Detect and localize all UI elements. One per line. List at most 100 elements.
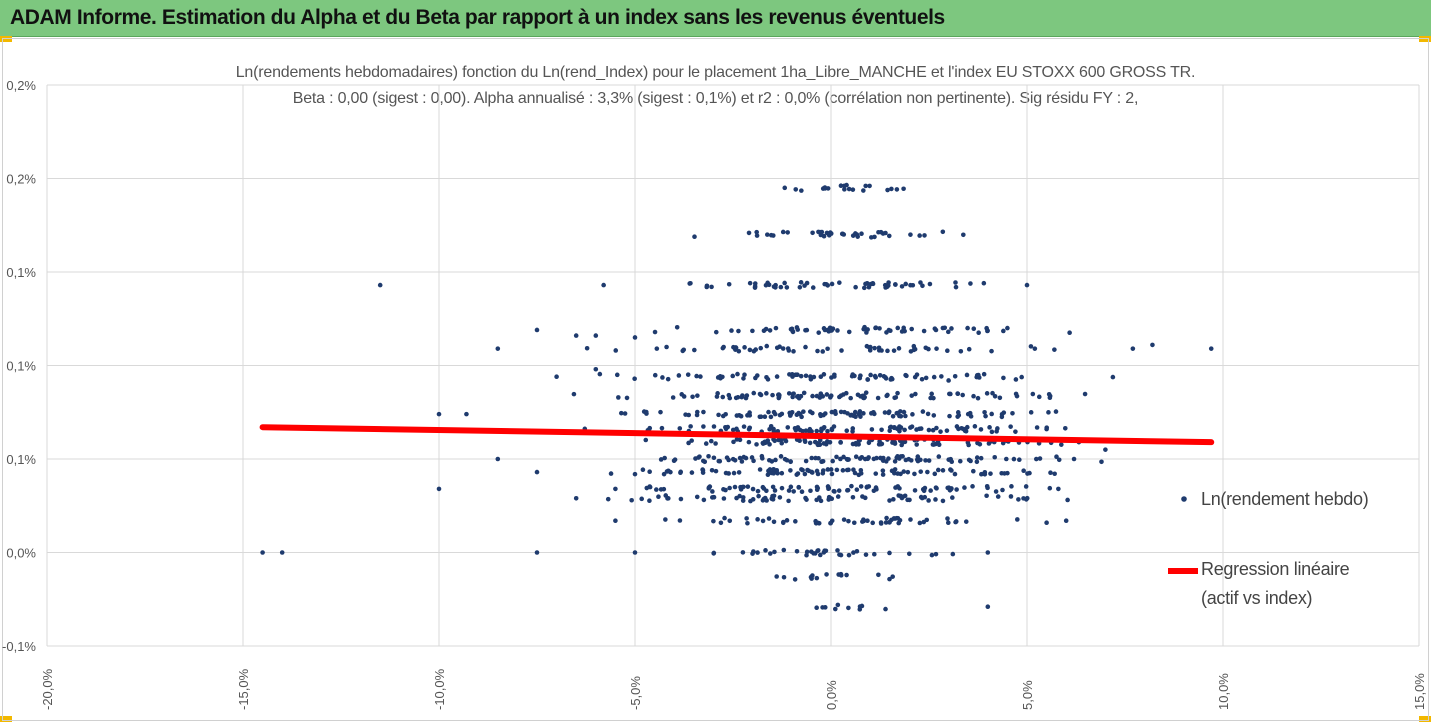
x-axis-labels: -20,0% -15,0% -10,0% -5,0% 0,0% 5,0% 10,0% 15,0…	[40, 668, 1427, 710]
data-point	[808, 488, 813, 494]
data-point	[966, 346, 972, 352]
y-tick-label: 0,2%	[6, 172, 36, 187]
data-point	[966, 457, 972, 463]
data-point	[788, 459, 793, 464]
data-point	[709, 284, 714, 290]
data-point	[688, 424, 693, 429]
data-point	[888, 377, 894, 382]
data-point	[851, 550, 856, 555]
data-point	[845, 457, 850, 463]
data-point	[632, 471, 638, 477]
data-point	[715, 391, 720, 396]
data-point	[912, 488, 918, 493]
data-point	[819, 229, 825, 235]
data-point	[767, 442, 772, 447]
data-point	[926, 498, 931, 503]
data-point	[846, 552, 852, 558]
data-point	[534, 550, 540, 555]
data-point	[730, 373, 736, 379]
data-point	[932, 471, 938, 477]
data-point	[858, 484, 864, 489]
data-point	[995, 494, 1001, 499]
data-point	[740, 550, 746, 555]
data-point	[913, 391, 918, 397]
data-point	[844, 467, 850, 473]
legend-label-returns: Ln(rendement hebdo)	[1201, 489, 1369, 509]
data-point	[950, 551, 956, 557]
data-point	[662, 455, 667, 461]
data-point	[1034, 425, 1040, 430]
data-point	[697, 454, 702, 459]
data-point	[1033, 456, 1039, 462]
data-point	[835, 494, 841, 499]
data-point	[1009, 484, 1014, 489]
data-point	[895, 471, 901, 476]
data-point	[765, 377, 771, 382]
data-point	[948, 391, 953, 397]
data-point	[747, 347, 753, 353]
data-point	[694, 412, 700, 418]
data-point	[860, 494, 865, 499]
data-point	[832, 489, 837, 494]
data-point	[894, 455, 900, 460]
data-point	[781, 547, 787, 553]
data-point	[647, 484, 653, 490]
data-point	[771, 467, 776, 472]
data-point	[777, 392, 782, 398]
data-point	[895, 325, 901, 331]
corner-marker	[1419, 716, 1431, 722]
data-point	[605, 496, 611, 502]
data-point	[1037, 456, 1043, 461]
data-point	[716, 458, 722, 464]
data-point	[753, 347, 759, 352]
data-point	[801, 390, 807, 396]
data-point	[846, 518, 851, 524]
chart-frame	[2, 38, 1429, 721]
data-point	[700, 470, 706, 475]
data-point	[821, 372, 827, 377]
data-point	[954, 487, 959, 492]
data-point	[780, 520, 786, 526]
data-point	[1021, 468, 1026, 474]
data-point	[865, 518, 870, 524]
data-point	[1103, 447, 1108, 452]
data-point	[767, 467, 773, 472]
data-point	[968, 281, 973, 286]
data-point	[710, 489, 715, 494]
data-point	[1011, 456, 1017, 462]
data-point	[770, 392, 775, 398]
data-point	[922, 485, 928, 491]
data-point	[812, 551, 818, 556]
data-point	[917, 233, 922, 238]
data-point	[908, 232, 913, 237]
data-point	[835, 328, 840, 333]
data-point	[593, 333, 599, 338]
data-point	[746, 230, 752, 236]
data-point	[740, 495, 746, 500]
data-point	[841, 517, 847, 522]
data-point	[618, 410, 624, 416]
data-point	[908, 282, 913, 288]
data-point	[999, 470, 1004, 476]
data-point	[771, 409, 777, 415]
data-point	[857, 375, 863, 381]
data-point	[706, 486, 712, 491]
data-point	[436, 411, 442, 417]
data-point	[798, 280, 804, 285]
data-point	[1150, 342, 1155, 348]
data-point	[846, 329, 852, 335]
data-point	[751, 390, 757, 396]
data-point	[987, 425, 992, 430]
data-point	[1017, 457, 1022, 463]
data-point	[985, 604, 991, 610]
data-point	[779, 485, 785, 491]
data-point	[825, 346, 830, 352]
data-point	[803, 373, 809, 379]
data-point	[807, 426, 813, 432]
legend-markers	[1168, 496, 1198, 574]
data-point	[853, 442, 859, 447]
data-point	[874, 455, 879, 461]
data-point	[838, 183, 844, 189]
data-point	[829, 281, 835, 287]
